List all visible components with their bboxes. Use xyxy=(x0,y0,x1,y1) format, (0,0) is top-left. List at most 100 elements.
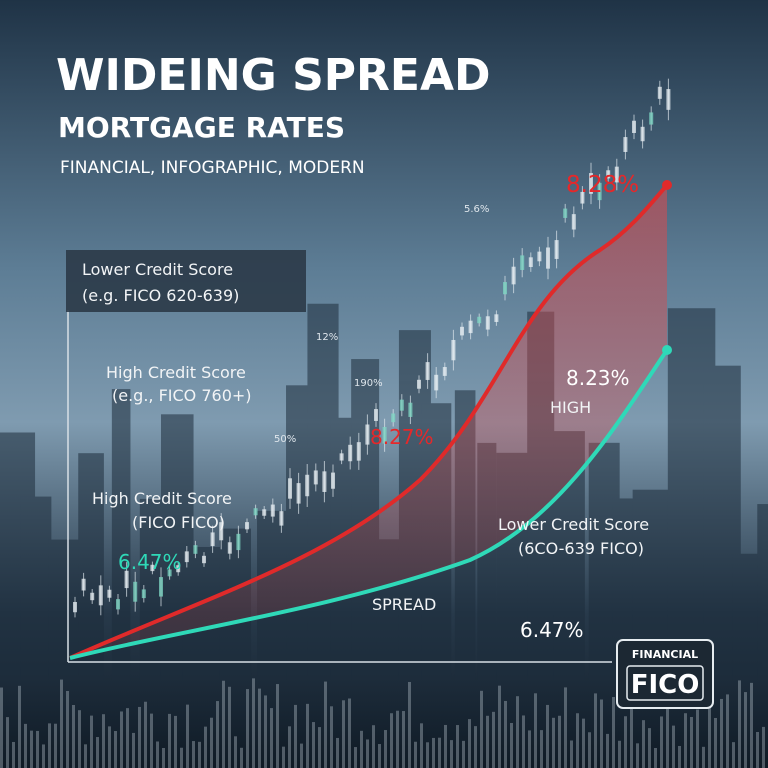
floor-bar xyxy=(546,704,549,768)
floor-bar xyxy=(150,713,153,768)
candle-body xyxy=(503,282,507,295)
candle-body xyxy=(356,442,361,461)
floor-bar xyxy=(324,681,327,768)
floor-bar xyxy=(402,711,405,768)
floor-bar xyxy=(210,717,213,768)
candle-body xyxy=(563,208,568,218)
floor-bar xyxy=(348,698,351,768)
candle-body xyxy=(81,578,86,591)
candle-body xyxy=(124,570,129,589)
floor-bar xyxy=(60,679,63,768)
candle-body xyxy=(511,266,516,285)
candle-body xyxy=(494,314,499,322)
floor-bar xyxy=(90,715,93,768)
line-end-dot xyxy=(662,345,672,355)
candle-body xyxy=(305,474,310,497)
floor-bar xyxy=(564,687,567,768)
candle-body xyxy=(150,564,155,572)
floor-bar xyxy=(198,741,201,768)
floor-bar xyxy=(516,696,519,768)
floor-bar xyxy=(540,730,543,768)
chart-tag: 5.6% xyxy=(464,204,489,215)
candle-body xyxy=(451,339,456,361)
floor-bar xyxy=(702,746,705,768)
floor-bar xyxy=(552,717,555,768)
floor-bar xyxy=(672,725,675,768)
building xyxy=(757,504,768,680)
floor-bar xyxy=(624,716,627,768)
candle-body xyxy=(348,444,353,462)
floor-bar xyxy=(234,736,237,768)
floor-bar xyxy=(228,686,231,768)
annotation: High Credit Score xyxy=(92,489,232,508)
chart-tag: 50% xyxy=(274,434,296,445)
floor-bar xyxy=(738,680,741,768)
floor-bar xyxy=(744,692,747,768)
floor-bar xyxy=(648,728,651,768)
floor-bar xyxy=(186,704,189,768)
candle-body xyxy=(159,577,163,597)
floor-bar xyxy=(450,740,453,768)
floor-bar xyxy=(270,708,273,768)
label-box xyxy=(66,250,306,312)
annotation: High Credit Score xyxy=(106,363,246,382)
candle-body xyxy=(210,532,215,547)
candle-body xyxy=(227,542,232,554)
badge-main: FICO xyxy=(631,670,700,700)
floor-bar xyxy=(240,747,243,768)
floor-bar xyxy=(684,713,687,768)
candle-body xyxy=(288,478,292,499)
floor-bar xyxy=(600,699,603,768)
annotation: HIGH xyxy=(550,398,591,417)
candle-body xyxy=(296,483,301,504)
floor-bar xyxy=(396,710,399,768)
floor-bar xyxy=(474,726,477,768)
building xyxy=(20,496,52,680)
candle-body xyxy=(202,555,206,564)
floor-bar xyxy=(690,716,693,768)
floor-bar xyxy=(426,742,429,768)
candle-body xyxy=(219,522,224,541)
candle-body xyxy=(374,409,378,421)
floor-bar xyxy=(336,737,339,768)
floor-bar xyxy=(114,731,117,768)
chart-tag: 190% xyxy=(354,378,383,389)
candle-body xyxy=(313,470,318,485)
floor-bar xyxy=(300,743,303,768)
candle-body xyxy=(597,182,602,201)
floor-bar xyxy=(12,741,15,768)
floor-bar xyxy=(732,742,735,768)
floor-bar xyxy=(372,725,375,768)
floor-bar xyxy=(522,715,525,768)
floor-bar xyxy=(360,730,363,768)
candle-body xyxy=(442,367,447,376)
floor-bar xyxy=(276,684,279,768)
floor-bar xyxy=(486,715,489,768)
candle-body xyxy=(107,589,112,598)
candle-body xyxy=(657,86,662,99)
candle-body xyxy=(245,522,249,530)
floor-bar xyxy=(618,740,621,768)
floor-bar xyxy=(66,690,69,768)
floor-bar xyxy=(342,700,345,768)
candle-body xyxy=(460,326,464,336)
badge-frame xyxy=(626,665,704,701)
floor-bar xyxy=(96,737,99,768)
subtitle: MORTGAGE RATES xyxy=(58,111,345,144)
floor-bar xyxy=(708,692,711,768)
floor-bar xyxy=(24,723,27,768)
floor-bar xyxy=(54,723,57,768)
candle-body xyxy=(322,471,327,492)
high-rate-line xyxy=(69,183,669,660)
floor-bar xyxy=(330,706,333,768)
low-rate-line xyxy=(69,348,669,660)
floor-bar xyxy=(498,685,501,768)
floor-bar xyxy=(48,723,51,768)
floor-bar xyxy=(612,697,615,768)
floor-bar xyxy=(606,733,609,768)
annotation: (e.g., FICO 760+) xyxy=(112,386,252,405)
floor-bar xyxy=(390,713,393,768)
candle-body xyxy=(485,316,490,330)
candle-body xyxy=(614,166,619,183)
